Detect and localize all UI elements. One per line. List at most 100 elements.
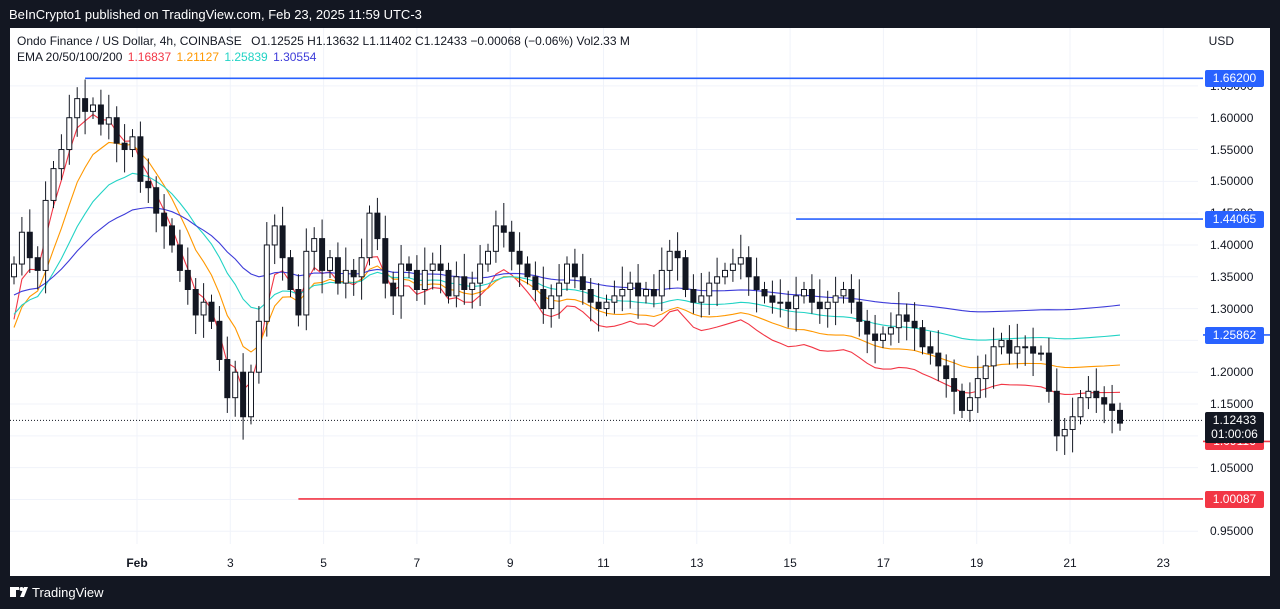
- candle-up: [548, 295, 555, 310]
- ema-20-value: 1.16837: [127, 50, 172, 64]
- candle-up: [358, 257, 365, 278]
- candle-up: [58, 149, 65, 170]
- candle-up: [327, 257, 333, 271]
- x-tick-label: 5: [320, 556, 327, 570]
- legend: Ondo Finance / US Dollar, 4h, COINBASE O…: [17, 33, 630, 65]
- tradingview-brand: TradingView: [32, 585, 104, 600]
- y-tick-label: 1.50000: [1210, 174, 1254, 189]
- y-tick-label: 0.95000: [1210, 524, 1254, 539]
- candle-down: [350, 269, 357, 278]
- level-badge[interactable]: 1.00087: [1205, 490, 1264, 508]
- candle-up: [105, 117, 112, 125]
- candle-down: [761, 289, 768, 297]
- candle-up: [90, 104, 96, 112]
- y-tick-label: 1.15000: [1210, 397, 1254, 412]
- candle-down: [279, 225, 286, 259]
- x-tick-label: Feb: [126, 556, 148, 570]
- candle-down: [184, 269, 191, 291]
- candle-down: [690, 289, 697, 303]
- candle-up: [832, 295, 839, 303]
- candle-down: [208, 301, 215, 322]
- candle-down: [753, 276, 760, 291]
- candle-down: [334, 257, 341, 284]
- y-tick-label: 1.55000: [1210, 142, 1254, 157]
- last-price-badge[interactable]: 1.12433 01:00:06: [1205, 412, 1264, 444]
- candle-down: [216, 320, 223, 360]
- candle-up: [887, 327, 894, 335]
- publisher-text: BeInCrypto1 published on TradingView.com…: [9, 7, 422, 22]
- y-tick-label: 1.20000: [1210, 365, 1254, 380]
- candle-down: [34, 257, 41, 271]
- candle-down: [500, 225, 507, 233]
- candle-up: [824, 301, 831, 310]
- chart-panel[interactable]: Ondo Finance / US Dollar, 4h, COINBASE O…: [10, 28, 1270, 576]
- candle-up: [232, 371, 239, 399]
- candle-up: [453, 276, 460, 297]
- candle-up: [366, 212, 373, 259]
- candle-up: [74, 98, 81, 119]
- candle-down: [935, 352, 942, 367]
- x-tick-label: 9: [506, 556, 514, 570]
- candle-up: [840, 289, 847, 297]
- currency-label[interactable]: USD: [1208, 34, 1234, 48]
- last-price-value: 1.12433: [1212, 413, 1257, 428]
- candle-up: [658, 269, 665, 297]
- candle-down: [579, 276, 586, 291]
- candle-down: [390, 282, 397, 297]
- candle-up: [485, 250, 491, 265]
- candle-down: [911, 320, 918, 329]
- y-tick-label: 1.40000: [1210, 237, 1254, 252]
- y-tick-label: 1.35000: [1210, 269, 1254, 284]
- candle-up: [429, 263, 436, 271]
- candle-down: [113, 117, 120, 144]
- candle-up: [666, 250, 673, 271]
- candle-up: [303, 250, 310, 316]
- candle-down: [137, 136, 144, 182]
- candle-down: [161, 212, 168, 227]
- candle-up: [311, 238, 318, 252]
- x-tick-label: 13: [690, 556, 704, 570]
- candle-up: [793, 295, 800, 310]
- candle-down: [1030, 346, 1037, 354]
- candle-down: [1109, 403, 1116, 411]
- candle-down: [682, 257, 689, 291]
- candle-down: [674, 250, 681, 259]
- candle-down: [437, 263, 444, 271]
- candle-down: [745, 257, 752, 278]
- candle-down: [121, 142, 128, 151]
- candle-down: [808, 289, 815, 303]
- candle-down: [816, 301, 823, 310]
- candle-down: [516, 250, 523, 265]
- candle-down: [1006, 339, 1013, 354]
- candle-up: [1022, 346, 1029, 349]
- candle-up: [714, 276, 721, 284]
- candle-down: [461, 276, 468, 291]
- level-badge[interactable]: 1.44065: [1205, 211, 1264, 229]
- ema-label: EMA 20/50/100/200: [17, 50, 123, 64]
- candle-up: [627, 282, 634, 291]
- candle-down: [224, 358, 231, 399]
- candle-up: [556, 282, 563, 297]
- x-tick-label: 21: [1063, 556, 1077, 570]
- candle-down: [571, 263, 578, 278]
- candle-down: [445, 269, 452, 297]
- candle-up: [1085, 390, 1092, 399]
- candle-down: [192, 289, 199, 316]
- candle-up: [777, 301, 784, 304]
- top-bar: BeInCrypto1 published on TradingView.com…: [0, 0, 1280, 28]
- candle-down: [524, 263, 531, 278]
- candle-up: [801, 289, 807, 297]
- candle-up: [564, 263, 570, 284]
- candle-up: [974, 378, 981, 399]
- candle-down: [1101, 397, 1108, 405]
- ema-50-value: 1.21127: [176, 50, 220, 64]
- candle-down: [903, 314, 910, 322]
- candle-up: [421, 269, 428, 291]
- candle-down: [176, 244, 183, 271]
- price-chart[interactable]: [10, 28, 1270, 576]
- candle-down: [508, 231, 515, 252]
- candle-down: [848, 289, 855, 303]
- level-badge[interactable]: 1.25862: [1205, 326, 1264, 344]
- level-badge[interactable]: 1.66200: [1205, 70, 1264, 88]
- candle-down: [872, 333, 879, 341]
